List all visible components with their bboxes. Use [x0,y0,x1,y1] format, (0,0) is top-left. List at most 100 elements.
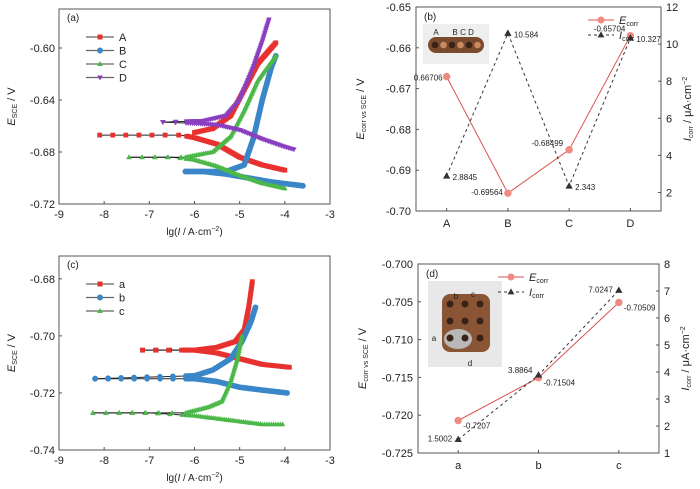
data-label: 1.5002 [428,434,453,443]
panel-c: (c) -9 -8 -7 -6 -5 -4 -3 -0.68 -0.70 -0.72 -0.74 lg(… [6,255,335,484]
y-tick-label: -0.72 [30,388,55,400]
series-D [160,17,297,153]
series-I_corr: 2.8845 10.584 2.343 10.327 [442,29,661,192]
hole [446,300,454,308]
y-tick-label-left: -0.65 [386,2,411,14]
legend-label: c [119,306,125,318]
legend-marker [597,31,605,38]
series-c [90,333,286,427]
data-label: 2.343 [575,183,596,192]
legend-label: Ecorr [619,15,639,28]
y-tick-label-left: -0.710 [382,335,413,347]
data-label: 2.8845 [453,173,478,182]
data-label: -0.65704 [594,25,626,34]
y-tick-label: -0.70 [30,331,55,343]
data-point [442,172,451,179]
x-tick-label: -8 [99,209,109,221]
data-point [279,421,286,427]
y-tick-label-left: -0.66 [386,43,411,55]
x-tick-label: A [443,218,451,230]
x-tick-label: -6 [190,209,200,221]
hole [476,334,484,342]
data-label: 3.8864 [508,366,533,375]
data-point [140,347,145,353]
data-point [165,154,171,160]
y-axis-label-left: Ecorr vs SCE / V [355,78,368,140]
x-tick-label: -3 [325,455,335,467]
data-point [179,412,185,417]
x-tick-label: -8 [99,455,109,467]
hole [461,334,469,342]
legend-label: Icorr [619,30,635,43]
x-axis-label: lg(I / A·cm−2) [166,472,222,484]
x-tick-label: c [616,460,622,472]
panel-label: (d) [426,269,438,280]
y-tick-label-right: 6 [666,113,672,125]
legend-marker [97,61,103,66]
y-tick-label-left: -0.70 [386,206,411,218]
x-tick-label: -7 [144,209,154,221]
data-point [239,333,245,338]
data-point [504,189,512,197]
legend-label: a [119,279,126,291]
x-tick-label: -9 [54,209,64,221]
y-tick-label: -0.68 [30,274,55,286]
y-axis-label-right: Icorr / μA·cm−2 [680,326,693,390]
legend-label: Ecorr [529,272,549,285]
data-point [282,167,288,173]
data-label: 7.0247 [588,285,613,294]
x-tick-label: -7 [144,455,154,467]
data-point [105,375,111,382]
y-tick-label-left: -0.700 [382,259,413,271]
x-tick-label: -3 [325,209,335,221]
data-point [179,347,184,353]
data-point [284,390,290,396]
y-tick-label-left: -0.725 [382,448,413,460]
data-point [143,410,149,415]
y-axis-label: ESCE / V [6,333,19,372]
y-tick-label-right: 6 [664,313,670,325]
inset-photo: b c a d [428,281,502,368]
data-point [139,154,145,160]
y-tick-label-right: 12 [666,2,678,14]
sample-spot [440,41,447,49]
data-label: -0.68499 [532,139,564,148]
inset-label: D [468,28,474,37]
y-tick-label: -0.68 [30,147,55,159]
legend-label: A [119,32,127,44]
data-point [565,182,573,189]
y-tick-label-left: -0.705 [382,297,413,309]
data-point [169,373,176,380]
data-point [286,364,292,370]
data-label: -0.7207 [463,421,491,430]
x-tick-label: -5 [235,209,245,221]
data-point [504,29,512,36]
data-point [126,154,132,160]
data-point [136,132,142,138]
data-point [167,411,173,417]
data-point [626,34,635,41]
panel-b: (b)A B C D-0.65-0.66-0.67-0.68-0.69-0.70121… [355,2,695,230]
legend-marker [597,16,605,24]
legend-marker [507,273,515,281]
y-tick-label-right: 2 [664,421,670,433]
y-tick-label-right: 7 [664,286,670,298]
panel-d: (d) a b c -0.700 -0.705 -0.710 -0.715 -0.720 -0.7… [357,259,693,472]
data-point [144,374,150,381]
data-label: -0.69564 [471,188,503,197]
legend-marker [97,294,103,301]
y-tick-label-right: 4 [664,367,670,379]
data-point [252,304,259,311]
data-point [103,410,109,415]
data-point [291,147,297,153]
inset-label: c [471,290,475,299]
data-point [273,40,279,46]
x-tick-label: -5 [235,455,245,467]
y-tick-label-left: -0.68 [386,124,411,136]
legend-label: C [119,59,127,71]
sample-spot [448,41,456,49]
data-point [157,373,163,380]
data-point [178,154,184,160]
data-point [152,154,158,160]
